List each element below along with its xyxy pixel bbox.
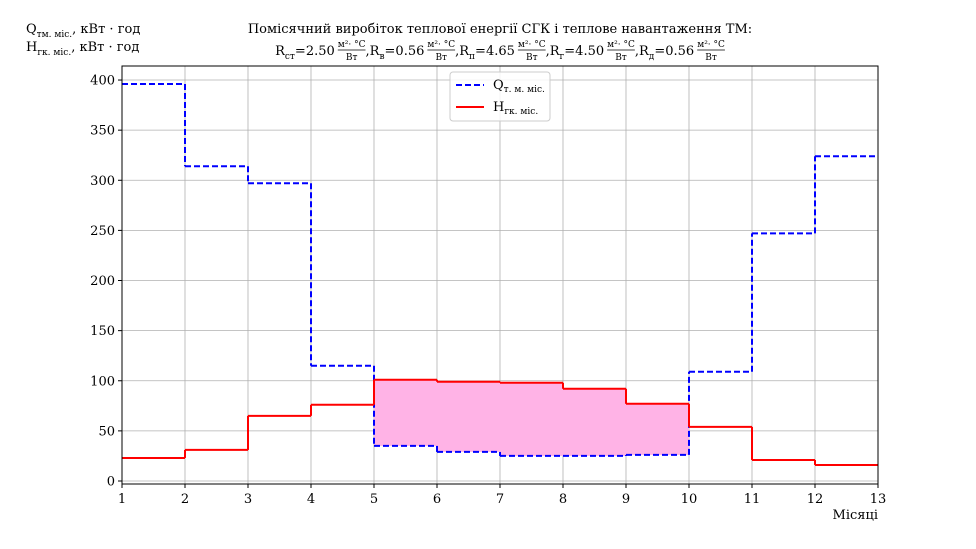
equals: =: [654, 44, 665, 59]
chart-title: Помісячний виробіток теплової енергії СГ…: [248, 22, 752, 37]
separator: ,: [455, 44, 459, 59]
separator: ,: [546, 44, 550, 59]
legend-label: Qт. м. міс.: [493, 78, 545, 95]
y-tick-label: 400: [90, 74, 115, 89]
symbol: Q: [26, 22, 37, 37]
symbol: R: [639, 44, 650, 59]
equals: =: [475, 44, 486, 59]
unit-denominator: Вт: [435, 53, 447, 63]
x-tick-label: 13: [870, 492, 887, 507]
subscript: п: [469, 52, 475, 62]
x-tick-label: 5: [370, 492, 378, 507]
x-tick-label: 7: [496, 492, 504, 507]
symbol: H: [26, 40, 37, 55]
value: 4.50: [575, 44, 604, 59]
x-tick-label: 2: [181, 492, 189, 507]
subscript: ст: [285, 52, 295, 62]
unit-numerator: м²· °C: [338, 40, 366, 50]
unit-numerator: м²· °C: [607, 40, 635, 50]
x-tick-label: 1: [118, 492, 126, 507]
unit-denominator: Вт: [705, 53, 717, 63]
x-tick-label: 4: [307, 492, 315, 507]
value: 0.56: [395, 44, 424, 59]
y-tick-label: 50: [98, 424, 115, 439]
unit-numerator: м²· °C: [518, 40, 546, 50]
y-axis-label: Hгк. міс., кВт · год: [26, 40, 139, 58]
y-tick-label: 350: [90, 124, 115, 139]
y-tick-label: 0: [107, 474, 115, 489]
equals: =: [295, 44, 306, 59]
value: 0.56: [665, 44, 694, 59]
subscript: в: [379, 52, 384, 62]
x-tick-label: 9: [622, 492, 630, 507]
x-tick-label: 3: [244, 492, 252, 507]
x-tick-label: 12: [807, 492, 824, 507]
fill-between: [563, 388, 626, 456]
y-tick-label: 300: [90, 174, 115, 189]
x-tick-label: 6: [433, 492, 441, 507]
symbol: R: [459, 44, 470, 59]
symbol: R: [370, 44, 381, 59]
separator: ,: [366, 44, 370, 59]
unit-denominator: Вт: [615, 53, 627, 63]
x-tick-label: 10: [681, 492, 698, 507]
fill-between: [374, 379, 437, 446]
y-tick-label: 100: [90, 374, 115, 389]
legend-label: Hгк. міс.: [493, 100, 538, 117]
unit-denominator: Вт: [526, 53, 538, 63]
symbol: R: [550, 44, 561, 59]
y-tick-label: 150: [90, 324, 115, 339]
x-tick-label: 11: [744, 492, 761, 507]
unit: , кВт · год: [71, 40, 139, 55]
subscript: г: [560, 52, 565, 62]
separator: ,: [635, 44, 639, 59]
plot-frame: [121, 65, 879, 485]
y-axis-label: Qтм. міс., кВт · год: [26, 22, 140, 40]
unit-numerator: м²· °C: [697, 40, 725, 50]
value: 2.50: [306, 44, 335, 59]
fill-between: [437, 381, 500, 452]
unit-denominator: Вт: [346, 53, 358, 63]
y-tick-label: 200: [90, 274, 115, 289]
symbol: Q: [493, 78, 504, 93]
fill-between: [626, 403, 689, 455]
subscript: т. м. міс.: [504, 85, 545, 95]
fill-between: [500, 382, 563, 456]
x-tick-label: 8: [559, 492, 567, 507]
subscript: гк. міс.: [504, 107, 538, 117]
subscript: тм. міс.: [37, 30, 73, 40]
value: 4.65: [486, 44, 515, 59]
symbol: R: [275, 44, 286, 59]
subscript: д: [649, 52, 655, 62]
equals: =: [385, 44, 396, 59]
unit: , кВт · год: [72, 22, 140, 37]
y-tick-label: 250: [90, 224, 115, 239]
symbol: H: [493, 100, 504, 115]
unit-numerator: м²· °C: [427, 40, 455, 50]
subscript: гк. міс.: [37, 48, 71, 58]
x-axis-label: Місяці: [833, 508, 878, 523]
equals: =: [564, 44, 575, 59]
